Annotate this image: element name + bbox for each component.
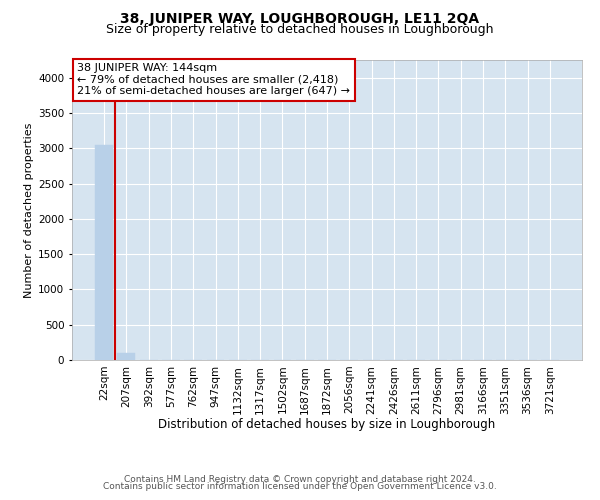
- Text: 38, JUNIPER WAY, LOUGHBOROUGH, LE11 2QA: 38, JUNIPER WAY, LOUGHBOROUGH, LE11 2QA: [121, 12, 479, 26]
- Bar: [95, 144, 113, 360]
- Bar: [118, 353, 136, 360]
- X-axis label: Distribution of detached houses by size in Loughborough: Distribution of detached houses by size …: [158, 418, 496, 431]
- Text: Contains HM Land Registry data © Crown copyright and database right 2024.: Contains HM Land Registry data © Crown c…: [124, 475, 476, 484]
- Text: Contains public sector information licensed under the Open Government Licence v3: Contains public sector information licen…: [103, 482, 497, 491]
- Text: 38 JUNIPER WAY: 144sqm
← 79% of detached houses are smaller (2,418)
21% of semi-: 38 JUNIPER WAY: 144sqm ← 79% of detached…: [77, 63, 350, 96]
- Text: Size of property relative to detached houses in Loughborough: Size of property relative to detached ho…: [106, 24, 494, 36]
- Y-axis label: Number of detached properties: Number of detached properties: [24, 122, 34, 298]
